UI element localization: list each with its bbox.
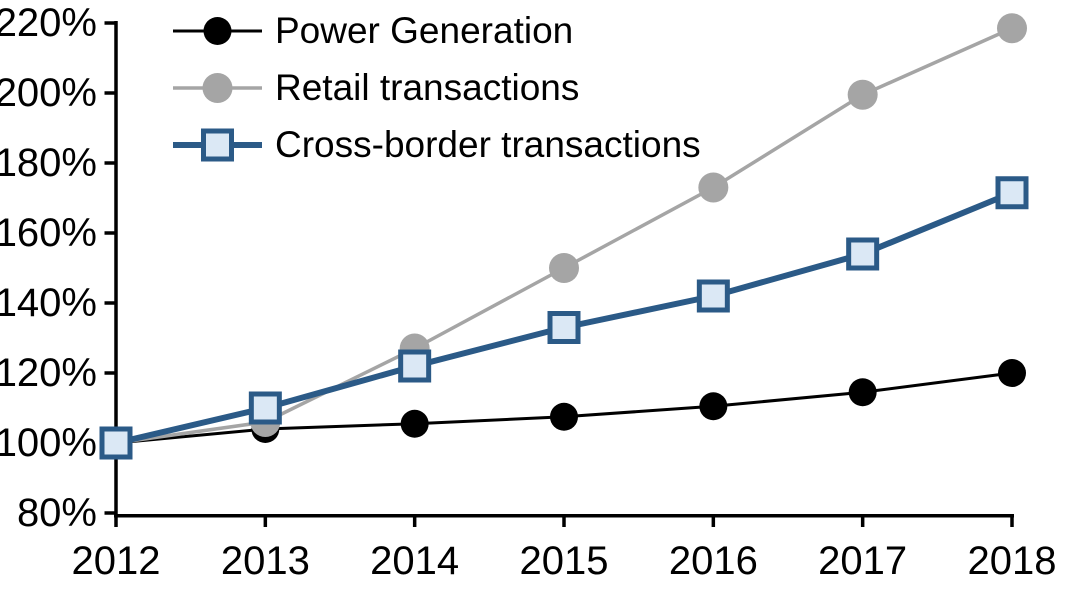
marker-cross-border-transactions-2012 [99,426,133,460]
legend-label-power-generation: Power Generation [275,10,574,51]
x-tick-label-2017: 2017 [818,539,907,583]
x-tick-label-2015: 2015 [520,539,609,583]
series-layer [99,13,1029,460]
marker-retail-transactions-2016 [698,172,729,203]
marker-cross-border-transactions-2013 [248,391,282,425]
marker-cross-border-transactions-2018 [995,176,1029,210]
legend-label-cross-border-transactions: Cross-border transactions [275,124,701,165]
legend-square-marker-cross-border [201,128,234,162]
x-tick-label-2012: 2012 [72,539,161,583]
x-tick-label-2013: 2013 [221,539,310,583]
y-tick-label-220%: 220% [0,1,97,45]
marker-power-generation-2017 [848,378,877,407]
x-tick-label-2018: 2018 [968,539,1057,583]
marker-cross-border-transactions-2014 [398,349,432,383]
y-tick-label-160%: 160% [0,211,97,255]
marker-cross-border-transactions-2015 [547,311,581,344]
chart-legend: Power Generation Retail transactions Cro… [172,11,701,165]
y-tick-label-80%: 80% [17,491,97,535]
y-tick-label-100%: 100% [0,421,97,465]
marker-retail-transactions-2017 [847,79,878,110]
y-tick-label-200%: 200% [0,71,97,115]
legend-item-power-generation: Power Generation [172,11,701,51]
legend-marker-power-generation-icon [173,17,262,45]
legend-circle-marker-power [203,17,232,45]
marker-power-generation-2015 [550,402,578,431]
y-tick-label-120%: 120% [0,351,97,395]
legend-marker-retail-transactions-icon [173,73,262,103]
marker-retail-transactions-2018 [997,13,1027,44]
marker-power-generation-2016 [699,392,728,421]
legend-item-retail-transactions: Retail transactions [172,68,701,108]
x-tick-label-2016: 2016 [669,539,758,583]
marker-cross-border-transactions-2016 [696,279,730,313]
legend-item-cross-border-transactions: Cross-border transactions [172,125,701,165]
y-tick-label-180%: 180% [0,141,97,185]
x-tick-label-2014: 2014 [370,539,459,583]
marker-power-generation-2018 [998,359,1026,387]
marker-power-generation-2014 [400,409,429,438]
axes-layer: 220% 200% 180% 160% 140% 120% 100% 80%2012 2013 2… [0,1,1056,583]
marker-cross-border-transactions-2017 [846,237,880,271]
marker-retail-transactions-2015 [549,253,579,283]
y-tick-label-140%: 140% [0,281,97,325]
legend-circle-marker-retail [202,73,233,103]
legend-marker-cross-border-transactions-icon [173,128,262,162]
legend-label-retail-transactions: Retail transactions [275,67,580,108]
